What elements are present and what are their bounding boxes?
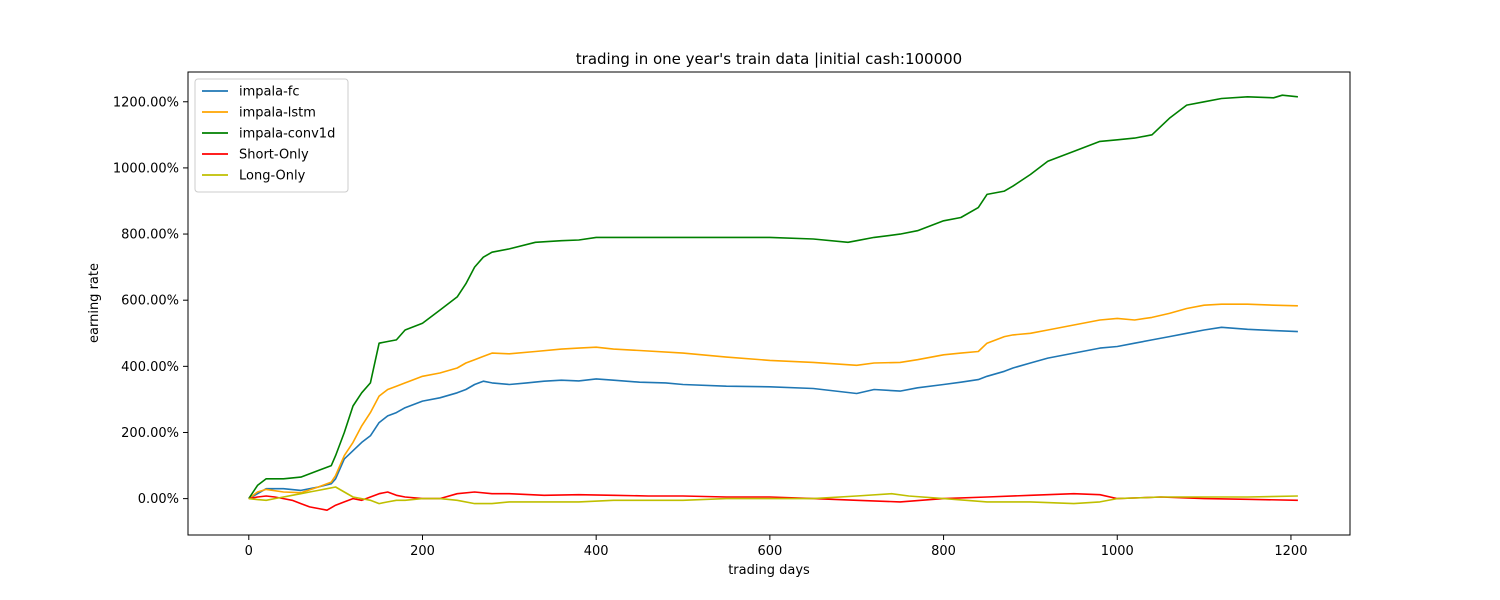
series-line-impala-fc (248, 326, 1298, 500)
x-tick-label: 800 (931, 544, 956, 559)
y-tick-label: 200.00% (121, 426, 179, 441)
series-line-long-only (248, 486, 1298, 505)
series-lines (248, 94, 1298, 512)
legend-label: impala-lstm (239, 106, 316, 121)
x-tick-label: 0 (245, 544, 253, 559)
x-axis: 0 200 400 600 800 1000 1200 (245, 535, 1307, 559)
y-tick-label: 1000.00% (113, 161, 179, 176)
legend-label: Short-Only (239, 148, 309, 163)
plot-area (187, 71, 1351, 536)
y-tick-label: 600.00% (121, 294, 179, 309)
legend-label: impala-fc (239, 85, 300, 100)
x-tick-label: 1000 (1101, 544, 1134, 559)
y-tick-label: 0.00% (138, 492, 179, 507)
y-axis-label: earning rate (87, 263, 102, 343)
x-tick-label: 600 (757, 544, 782, 559)
legend-box (194, 78, 349, 193)
y-tick-label: 400.00% (121, 360, 179, 375)
series-line-impala-lstm (248, 303, 1298, 500)
legend-label: Long-Only (239, 169, 306, 184)
x-tick-label: 400 (584, 544, 609, 559)
legend-label: impala-conv1d (239, 127, 335, 142)
series-line-impala-conv1d (248, 94, 1298, 500)
x-tick-label: 1200 (1274, 544, 1307, 559)
x-tick-label: 200 (410, 544, 435, 559)
y-axis: 0.00% 200.00% 400.00% 600.00% 800.00% 1000.00… (113, 95, 188, 507)
chart-title: trading in one year's train data |initia… (576, 50, 962, 68)
y-tick-label: 800.00% (121, 228, 179, 243)
x-axis-label: trading days (728, 563, 810, 578)
y-tick-label: 1200.00% (113, 95, 179, 110)
legend: impala-fc impala-lstm impala-conv1d Short-O… (194, 78, 349, 193)
series-line-short-only (248, 491, 1298, 512)
